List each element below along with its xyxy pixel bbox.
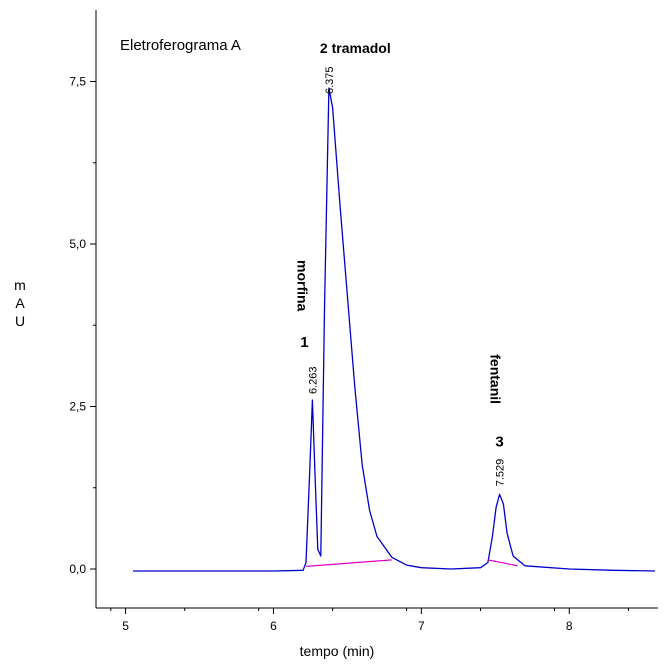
y-axis-label-char: U [15,313,25,329]
labels: Eletroferograma A tempo (min) mAU [14,37,374,659]
ticks: 5 6 7 8 0,0 2,5 5,0 7,5 [69,75,629,633]
peak-retention-time: 7.529 [495,459,507,487]
y-tick-label: 0,0 [69,562,86,576]
integration-baseline [305,559,392,567]
y-tick-label: 5,0 [69,237,86,251]
peak-name: morfina [294,260,310,312]
x-tick-label: 6 [270,619,277,633]
y-axis-label-char: A [15,295,25,311]
x-tick-label: 7 [418,619,425,633]
x-tick-label: 8 [566,619,573,633]
x-tick-label: 5 [122,619,129,633]
y-tick-label: 2,5 [69,400,86,414]
axes [95,10,658,609]
peak-annotations: 6.263 1 morfina 6.375 2 tramadol 7.529 3 fentan… [294,40,506,486]
chart-title: Eletroferograma A [120,37,241,54]
signal-trace [133,87,656,572]
peak-label: 2 tramadol [320,40,391,56]
plot-area [133,87,656,572]
y-axis-label-char: m [14,277,26,293]
peak-number: 1 [300,334,308,351]
peak-retention-time: 6.375 [324,66,336,94]
x-axis-label: tempo (min) [300,643,375,659]
y-tick-label: 7,5 [69,75,86,89]
integration-baseline [487,559,518,567]
peak-number: 3 [495,433,503,450]
y-axis-label: mAU [14,277,26,329]
peak-name: fentanil [488,354,504,404]
peak-retention-time: 6.263 [307,366,319,394]
